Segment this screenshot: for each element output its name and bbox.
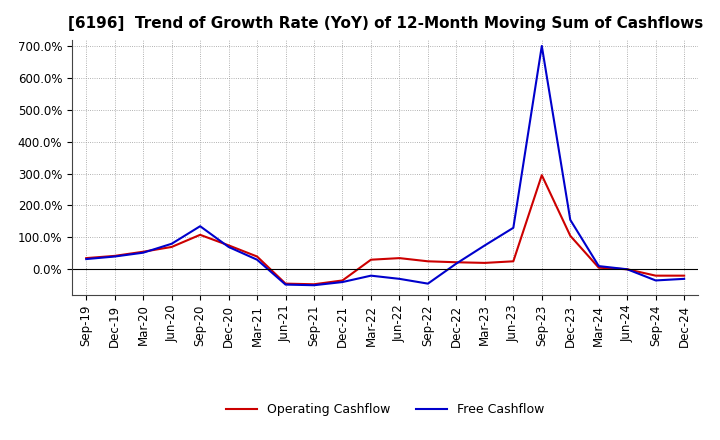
Operating Cashflow — [395, 256, 404, 261]
Free Cashflow — [595, 264, 603, 269]
Operating Cashflow — [680, 273, 688, 279]
Operating Cashflow — [82, 256, 91, 261]
Free Cashflow — [196, 224, 204, 229]
Operating Cashflow — [110, 253, 119, 259]
Operating Cashflow — [423, 259, 432, 264]
Operating Cashflow — [623, 267, 631, 272]
Operating Cashflow — [167, 244, 176, 249]
Operating Cashflow — [452, 260, 461, 265]
Operating Cashflow — [338, 278, 347, 283]
Operating Cashflow — [595, 265, 603, 270]
Legend: Operating Cashflow, Free Cashflow: Operating Cashflow, Free Cashflow — [221, 398, 549, 421]
Free Cashflow — [82, 257, 91, 262]
Operating Cashflow — [196, 232, 204, 238]
Operating Cashflow — [139, 249, 148, 254]
Operating Cashflow — [225, 243, 233, 248]
Line: Operating Cashflow: Operating Cashflow — [86, 175, 684, 284]
Free Cashflow — [366, 273, 375, 279]
Operating Cashflow — [537, 172, 546, 178]
Operating Cashflow — [652, 273, 660, 279]
Free Cashflow — [395, 276, 404, 282]
Operating Cashflow — [310, 282, 318, 287]
Operating Cashflow — [253, 254, 261, 259]
Free Cashflow — [623, 267, 631, 272]
Operating Cashflow — [282, 281, 290, 286]
Operating Cashflow — [566, 233, 575, 238]
Free Cashflow — [537, 43, 546, 48]
Free Cashflow — [110, 254, 119, 259]
Free Cashflow — [480, 243, 489, 248]
Free Cashflow — [225, 244, 233, 249]
Free Cashflow — [652, 278, 660, 283]
Free Cashflow — [282, 282, 290, 287]
Title: [6196]  Trend of Growth Rate (YoY) of 12-Month Moving Sum of Cashflows: [6196] Trend of Growth Rate (YoY) of 12-… — [68, 16, 703, 32]
Line: Free Cashflow: Free Cashflow — [86, 46, 684, 285]
Free Cashflow — [452, 261, 461, 266]
Free Cashflow — [338, 279, 347, 285]
Free Cashflow — [167, 241, 176, 246]
Operating Cashflow — [509, 259, 518, 264]
Free Cashflow — [680, 276, 688, 282]
Operating Cashflow — [480, 260, 489, 266]
Free Cashflow — [509, 225, 518, 231]
Free Cashflow — [310, 282, 318, 288]
Free Cashflow — [566, 217, 575, 223]
Free Cashflow — [253, 257, 261, 262]
Free Cashflow — [139, 250, 148, 255]
Free Cashflow — [423, 281, 432, 286]
Operating Cashflow — [366, 257, 375, 262]
